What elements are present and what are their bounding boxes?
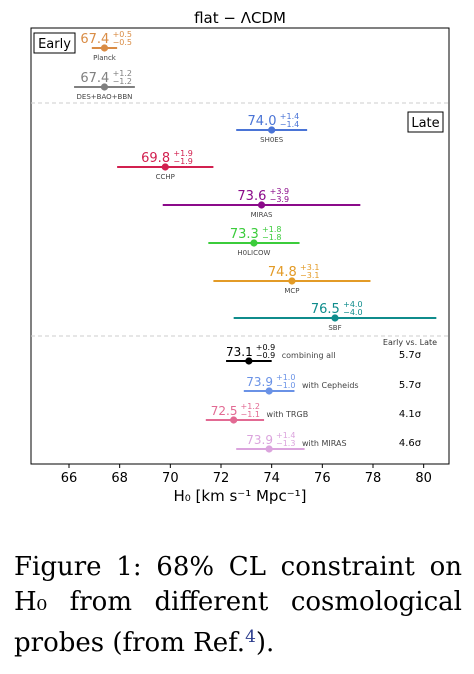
probe-name-sbf: SBF [328,324,341,332]
x-tick-label-74: 74 [263,471,280,486]
point-miras: 73.6 +3.9−3.9 MIRAS [162,187,361,219]
plus-error-miras: +3.9 [270,187,289,196]
x-tick-label-66: 66 [61,471,78,486]
value-label-sh0es: 74.0 [248,114,277,129]
minus-error-with-trgb: −1.1 [241,410,260,419]
minus-error-combining-all: −0.9 [256,351,275,360]
value-label-h0licow: 73.3 [230,227,259,242]
value-label-sbf: 76.5 [311,302,340,317]
minus-error-with-miras: −1.3 [276,439,295,448]
marker-sh0es [268,126,276,134]
combination-name-with-cepheids: with Cepheids [302,381,359,390]
point-with-miras: 73.9 +1.4−1.3 with MIRAS 4.6σ [236,431,422,453]
value-label-with-trgb: 72.5 [211,404,238,418]
marker-with-trgb [230,416,238,424]
value-label-cchp: 69.8 [141,151,170,166]
figure-caption: Figure 1: 68% CL constraint on H₀ from d… [14,550,462,661]
plus-error-sh0es: +1.4 [280,112,299,121]
plus-error-sbf: +4.0 [343,300,362,309]
plus-error-with-cepheids: +1.0 [276,373,295,382]
point-cchp: 69.8 +1.9−1.9 CCHP [117,149,214,181]
value-label-miras: 73.6 [237,189,266,204]
probe-name-sh0es: SH0ES [260,136,284,144]
marker-planck [100,44,109,52]
value-label-planck: 67.4 [80,32,109,47]
x-tick-label-80: 80 [415,471,432,486]
minus-error-miras: −3.9 [270,195,289,204]
minus-error-cchp: −1.9 [173,157,192,166]
chart-title: flat − ΛCDM [194,9,286,27]
x-axis-ticks: 66 68 70 72 74 76 78 80 [61,464,432,486]
tension-sigma-with-miras: 4.6σ [399,438,422,449]
marker-mcp [288,277,296,285]
point-des-bao-bbn: 67.4 +1.2−1.2 DES+BAO+BBN [74,69,135,101]
caption-tail: ). [255,628,275,658]
point-sh0es: 74.0 +1.4−1.4 SH0ES [236,112,308,144]
early-vs-late-header: Early vs. Late [383,338,437,347]
late-label-box: Late [407,111,444,133]
marker-miras [257,201,266,209]
tension-sigma-combining-all: 5.7σ [399,350,422,361]
probe-name-h0licow: H0LICOW [237,249,270,257]
tension-sigma-with-cepheids: 5.7σ [399,380,422,391]
value-label-mcp: 74.8 [268,265,297,280]
minus-error-sh0es: −1.4 [280,120,299,129]
marker-combining-all [245,357,253,365]
x-tick-label-70: 70 [162,471,179,486]
combination-name-combining-all: combining all [282,351,336,360]
probe-name-planck: Planck [93,54,117,62]
point-h0licow: 73.3 +1.8−1.8 H0LICOW [208,225,300,257]
value-label-with-miras: 73.9 [246,433,273,447]
point-with-cepheids: 73.9 +1.0−1.0 with Cepheids 5.7σ [243,373,422,395]
early-label-box: Early [33,32,76,54]
marker-with-miras [265,445,273,453]
point-with-trgb: 72.5 +1.2−1.1 with TRGB 4.1σ [205,402,422,424]
x-tick-label-78: 78 [365,471,382,486]
minus-error-planck: −0.5 [113,38,132,47]
minus-error-with-cepheids: −1.0 [276,381,295,390]
plus-error-combining-all: +0.9 [256,343,275,352]
x-tick-label-72: 72 [213,471,230,486]
plot-frame [30,27,450,465]
minus-error-sbf: −4.0 [343,308,362,317]
combination-name-with-miras: with MIRAS [302,439,347,448]
marker-h0licow [250,239,258,247]
x-tick-label-76: 76 [314,471,331,486]
x-axis-label: H₀ [km s⁻¹ Mpc⁻¹] [174,487,307,505]
plus-error-cchp: +1.9 [173,149,192,158]
probe-name-cchp: CCHP [156,173,175,181]
h0-constraint-chart: flat − ΛCDM Early Late Early vs. Late 67… [30,9,450,505]
plus-error-des-bao-bbn: +1.2 [113,69,132,78]
late-label: Late [411,116,439,131]
caption-reference-link[interactable]: 4 [245,627,256,647]
point-planck: 67.4 +0.5−0.5 Planck [80,30,132,62]
marker-with-cepheids [265,387,273,395]
point-combining-all: 73.1 +0.9−0.9 combining all 5.7σ [226,343,422,365]
minus-error-des-bao-bbn: −1.2 [113,77,132,86]
plus-error-h0licow: +1.8 [262,225,281,234]
early-label: Early [38,37,71,52]
combination-name-with-trgb: with TRGB [267,410,309,419]
plus-error-mcp: +3.1 [300,263,319,272]
minus-error-h0licow: −1.8 [262,233,281,242]
marker-sbf [331,314,339,322]
tension-sigma-with-trgb: 4.1σ [399,409,422,420]
x-tick-label-68: 68 [111,471,128,486]
value-label-des-bao-bbn: 67.4 [80,71,109,86]
probe-name-miras: MIRAS [251,211,273,219]
plus-error-planck: +0.5 [113,30,132,39]
probe-name-mcp: MCP [284,287,299,295]
plus-error-with-trgb: +1.2 [241,402,260,411]
probe-name-des-bao-bbn: DES+BAO+BBN [77,93,133,101]
caption-text: Figure 1: 68% CL constraint on H₀ from d… [14,552,462,658]
minus-error-mcp: −3.1 [300,271,319,280]
marker-des-bao-bbn [100,83,109,91]
marker-cchp [161,163,169,171]
value-label-with-cepheids: 73.9 [246,375,273,389]
plus-error-with-miras: +1.4 [276,431,295,440]
value-label-combining-all: 73.1 [226,345,253,359]
